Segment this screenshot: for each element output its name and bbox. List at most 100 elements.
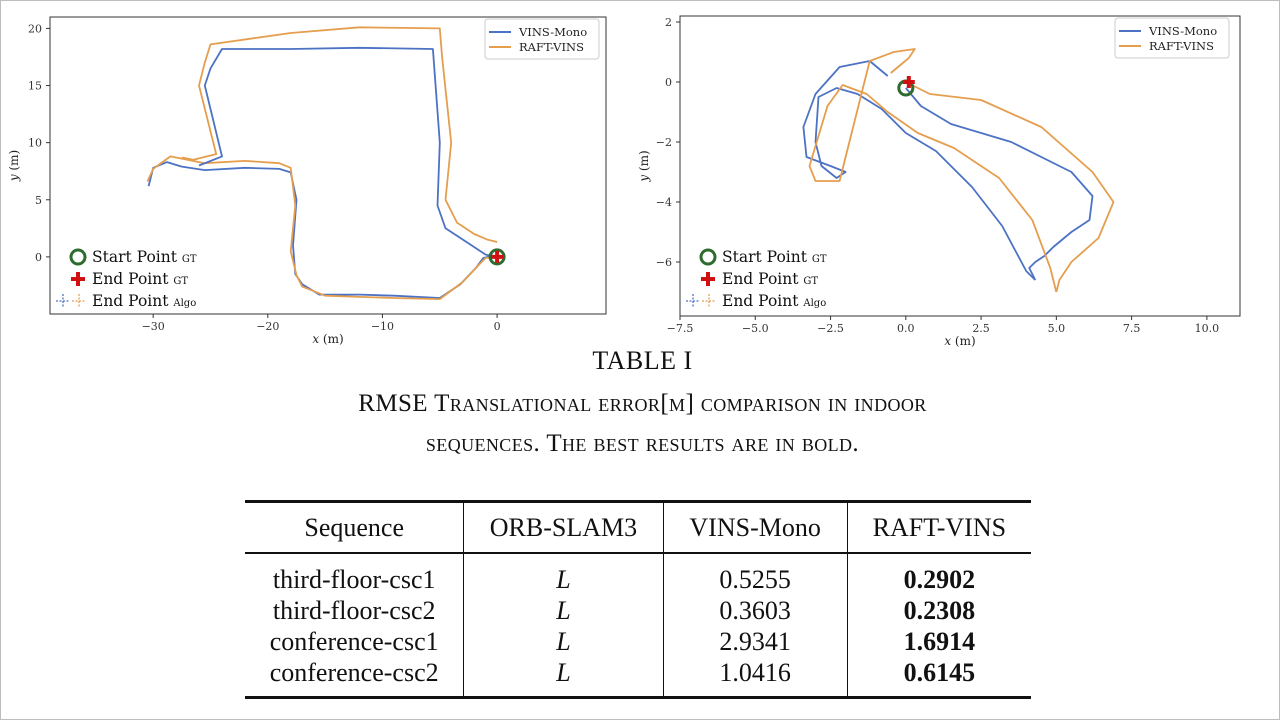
cell-vins-mono: 0.5255 — [662, 553, 848, 595]
caption-line-2-rest: he best results are in bold. — [562, 430, 860, 457]
table-row: third-floor-csc2 L 0.3603 0.2308 — [245, 595, 1031, 626]
x-axis-unit: (m) — [323, 332, 344, 346]
cell-orb-slam3: L — [463, 657, 664, 698]
y-axis-unit: (m) — [7, 150, 21, 171]
plot-area-frame — [49, 16, 607, 315]
header-raft-vins: RAFT-VINS — [846, 501, 1031, 554]
legend-label: RAFT-VINS — [1149, 39, 1214, 53]
x-tick-label: 10.0 — [1195, 322, 1220, 335]
legend-algo-text: End Point — [92, 292, 173, 310]
y-tick-label: 15 — [28, 80, 42, 93]
end-point-marker — [491, 250, 504, 263]
legend-box — [1114, 17, 1230, 59]
legend-start-sub: GT — [812, 254, 827, 265]
x-axis-label: x (m) — [944, 334, 975, 348]
header-sequence: Sequence — [245, 501, 464, 554]
legend-algo-icon-raft — [72, 294, 86, 308]
x-axis-variable: x — [944, 334, 955, 348]
cell-sequence: conference-csc2 — [269, 658, 439, 687]
header-vins-mono: VINS-Mono — [662, 501, 848, 554]
start-point-marker — [488, 248, 506, 266]
legend-start-text: Start Point — [722, 248, 812, 266]
x-tick-label: 0 — [494, 320, 501, 333]
legend-label: VINS-Mono — [518, 25, 587, 39]
legend-algo-label: End Point Algo — [92, 292, 196, 310]
table-caption-line-2: sequences. The best results are in bold. — [0, 430, 1280, 458]
cell-raft-vins-best: 0.6145 — [846, 657, 1031, 698]
legend-end-icon — [71, 272, 85, 286]
legend-algo-sub: Algo — [802, 298, 826, 309]
legend-start-sub: GT — [182, 254, 197, 265]
cell-vins-mono: 0.3603 — [662, 595, 848, 626]
legend-start-icon — [699, 248, 717, 266]
x-tick-label: −2.5 — [817, 322, 844, 335]
legend-end-text: End Point — [722, 270, 803, 288]
end-point-marker — [902, 76, 915, 88]
x-axis-label: x (m) — [312, 332, 343, 346]
legend-start-label: Start Point GT — [92, 248, 197, 266]
legend-algo-icon-vins — [686, 294, 700, 308]
legend-label: VINS-Mono — [1148, 24, 1217, 38]
cell-raft-vins-best: 1.6914 — [846, 626, 1031, 657]
cell-sequence: conference-csc1 — [269, 627, 439, 656]
y-axis-variable: y — [7, 171, 21, 183]
y-tick-label: −6 — [656, 256, 672, 269]
x-tick-label: −7.5 — [667, 322, 694, 335]
y-tick-label: −2 — [656, 136, 672, 149]
legend-algo-icon-vins — [56, 294, 70, 308]
cell-sequence: third-floor-csc1 — [272, 565, 436, 594]
legend-label: RAFT-VINS — [519, 40, 584, 54]
y-tick-label: 10 — [28, 137, 42, 150]
results-table: Sequence ORB-SLAM3 VINS-Mono RAFT-VINS t… — [245, 500, 1031, 699]
y-tick-label: −4 — [656, 196, 672, 209]
cell-orb-slam3: L — [463, 553, 664, 595]
series-line-raft-vins — [181, 26, 498, 243]
legend-start-text: Start Point — [92, 248, 182, 266]
legend-end-sub: GT — [173, 276, 188, 287]
x-axis-variable: x — [312, 332, 323, 346]
legend-start-icon — [69, 248, 87, 266]
table-title: TABLE I — [592, 346, 693, 375]
x-tick-label: 5.0 — [1048, 322, 1066, 335]
table-row: conference-csc2 L 1.0416 0.6145 — [245, 657, 1031, 698]
series-line-raft-vins — [905, 81, 1115, 293]
cell-raft-vins-best: 0.2902 — [846, 553, 1031, 595]
legend-algo-sub: Algo — [172, 298, 196, 309]
y-tick-label: 2 — [665, 16, 672, 29]
caption-line-2-first: sequences. T — [425, 430, 563, 457]
y-tick-label: 5 — [35, 194, 42, 207]
plot-area-frame — [679, 15, 1241, 317]
x-tick-label: −5.0 — [742, 322, 769, 335]
legend-algo-text: End Point — [722, 292, 803, 310]
legend-algo-icon-raft — [702, 294, 716, 308]
x-tick-label: −20 — [256, 320, 279, 333]
series-line-vins-mono — [802, 60, 1036, 281]
legend-end-icon — [701, 272, 715, 286]
series-line-raft-vins — [808, 48, 1058, 293]
table-header-row: Sequence ORB-SLAM3 VINS-Mono RAFT-VINS — [245, 501, 1031, 554]
x-axis-unit: (m) — [955, 334, 976, 348]
table-row: third-floor-csc1 L 0.5255 0.2902 — [245, 553, 1031, 595]
legend-start-label: Start Point GT — [722, 248, 827, 266]
cell-orb-slam3: L — [463, 595, 664, 626]
table-caption-line-1: RMSE Translational error[m] comparison i… — [0, 390, 1280, 418]
cell-vins-mono: 1.0416 — [662, 657, 848, 698]
caption-line-1-rest: ranslational error[m] comparison in indo… — [449, 390, 927, 417]
cell-vins-mono: 2.9341 — [662, 626, 848, 657]
trajectory-plot-right: −7.5 −5.0 −2.5 0.0 2.5 5.0 7.5 10.0 2 0 −2 −4 −6 x (m… — [637, 15, 1241, 348]
legend-box — [484, 18, 600, 60]
series-line-vins-mono — [905, 87, 1094, 281]
x-tick-label: −30 — [142, 320, 165, 333]
y-axis-unit: (m) — [637, 150, 651, 171]
y-axis-variable: y — [637, 171, 651, 183]
legend-end-sub: GT — [803, 276, 818, 287]
x-tick-label: 0.0 — [897, 322, 915, 335]
y-tick-label: 0 — [665, 76, 672, 89]
header-orb-slam3: ORB-SLAM3 — [463, 501, 664, 554]
cell-orb-slam3: L — [463, 626, 664, 657]
y-axis-label: y (m) — [637, 150, 651, 182]
